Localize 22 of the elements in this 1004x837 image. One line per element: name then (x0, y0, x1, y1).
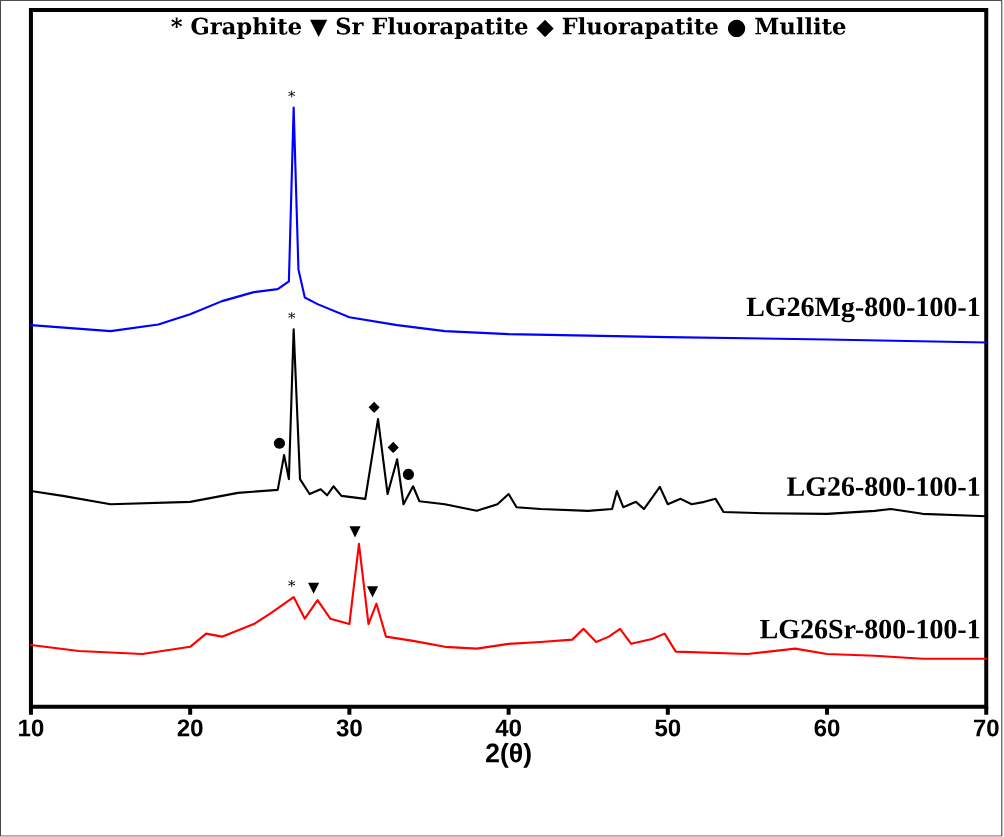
x-axis-title: 2(θ) (486, 743, 531, 768)
annotation: ▼ (366, 586, 379, 598)
annotation: ▼ (308, 582, 320, 595)
x-tick-label: 40 (495, 719, 521, 737)
annotation: * (288, 90, 296, 98)
x-tick-label: 20 (177, 719, 203, 737)
x-tick-label: 30 (336, 719, 362, 737)
x-tick-label: 70 (973, 719, 999, 737)
series-label: LG26Sr-800-100-1 (760, 619, 980, 639)
annotation: ◆ (387, 442, 399, 454)
annotation: * (288, 580, 296, 587)
annotation: * (288, 312, 296, 320)
annotation: ▼ (349, 526, 361, 538)
x-tick-label: 50 (655, 719, 681, 737)
x-tick-label: 10 (19, 719, 44, 737)
x-tick-label: 60 (814, 719, 840, 737)
chart-title: * Graphite ▼ Sr Fluorapatite ◆ Fluorapatite ● Mullite (171, 17, 846, 40)
annotation: ● (402, 469, 414, 481)
series-label: LG26-800-100-1 (787, 477, 980, 497)
series-label: LG26Mg-800-100-1 (746, 297, 980, 323)
annotation: ◆ (368, 401, 380, 414)
annotation: ● (273, 437, 286, 450)
